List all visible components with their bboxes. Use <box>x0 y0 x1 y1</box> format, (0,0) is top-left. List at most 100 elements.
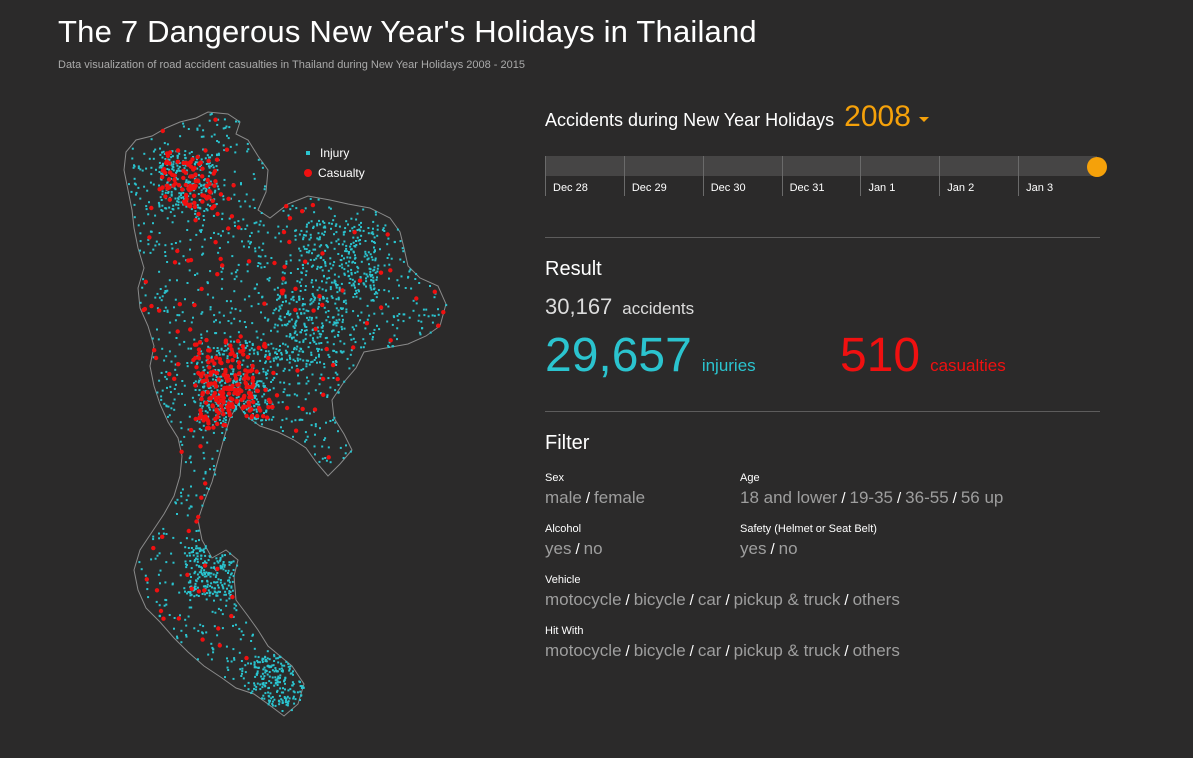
casualty-point <box>158 608 164 614</box>
filter-option[interactable]: 36-55 <box>905 488 949 507</box>
injury-point <box>246 150 249 153</box>
injury-point <box>319 335 322 338</box>
filter-option[interactable]: male <box>545 488 582 507</box>
injury-point <box>376 228 379 231</box>
filter-option[interactable]: motocycle <box>545 641 622 660</box>
injury-point <box>156 391 159 394</box>
injury-point <box>293 348 295 351</box>
filter-option[interactable]: pickup & truck <box>733 641 841 660</box>
timeline-tick[interactable]: Dec 31 <box>781 156 861 196</box>
filter-option[interactable]: others <box>852 641 900 660</box>
injury-point <box>234 623 237 626</box>
injury-point <box>176 154 179 157</box>
injury-point <box>261 423 263 426</box>
injury-point <box>255 408 258 411</box>
injury-point <box>210 582 213 585</box>
injury-point <box>233 317 236 320</box>
casualty-point <box>187 160 192 166</box>
injury-point <box>315 279 317 282</box>
casualty-point <box>218 256 223 262</box>
injury-point <box>157 338 160 341</box>
injury-point <box>217 118 220 121</box>
injury-point <box>276 680 279 683</box>
injury-point <box>190 551 193 554</box>
year-dropdown[interactable]: 2008 <box>844 100 929 134</box>
injury-point <box>211 646 214 649</box>
injury-point <box>178 152 181 155</box>
filter-option[interactable]: others <box>852 590 900 609</box>
injury-point <box>324 264 327 267</box>
injury-point <box>156 328 158 331</box>
injury-point <box>314 248 317 251</box>
filter-option[interactable]: no <box>778 539 798 558</box>
filter-option[interactable]: yes <box>740 539 767 558</box>
injury-point <box>358 290 360 293</box>
filter-option[interactable]: 19-35 <box>849 488 893 507</box>
injury-point <box>166 310 169 313</box>
timeline-tick[interactable]: Jan 2 <box>939 156 1018 196</box>
timeline-tick[interactable]: Jan 3 <box>1018 156 1097 196</box>
injury-point <box>128 183 130 186</box>
injury-point <box>246 365 249 368</box>
injury-point <box>204 472 207 475</box>
casualty-point <box>214 157 220 162</box>
injury-point <box>400 275 403 278</box>
injury-point <box>317 330 320 333</box>
injury-point <box>279 345 281 347</box>
filter-option[interactable]: yes <box>545 539 572 558</box>
injury-point <box>209 237 212 239</box>
filter-option[interactable]: car <box>697 590 722 609</box>
injury-point <box>240 182 242 185</box>
injury-point <box>169 385 172 388</box>
injury-point <box>203 571 206 574</box>
injury-point <box>252 198 255 201</box>
injury-point <box>223 332 226 335</box>
filter-option[interactable]: car <box>697 641 722 660</box>
injury-point <box>191 183 194 186</box>
injury-point <box>272 664 275 667</box>
injury-point <box>318 460 321 463</box>
filter-option[interactable]: 18 and lower <box>740 488 838 507</box>
injury-point <box>221 218 224 221</box>
injury-point <box>166 168 169 170</box>
injury-point <box>260 212 263 214</box>
injury-point <box>258 372 261 375</box>
injury-point <box>200 557 203 560</box>
injury-point <box>279 307 282 310</box>
injury-point <box>213 590 216 593</box>
timeline-tick[interactable]: Dec 28 <box>545 156 624 196</box>
injury-point <box>313 445 316 448</box>
injuries-summary: 29,657 injuries <box>545 328 756 383</box>
injury-point <box>305 359 308 362</box>
injury-point <box>372 284 375 287</box>
thailand-map[interactable] <box>108 100 453 740</box>
injury-point <box>226 357 229 360</box>
filter-option[interactable]: 56 up <box>960 488 1004 507</box>
filter-option[interactable]: female <box>594 488 646 507</box>
injury-point <box>200 158 203 161</box>
timeline-tick[interactable]: Dec 29 <box>623 156 703 196</box>
injury-point <box>368 263 370 266</box>
filter-option[interactable]: motocycle <box>545 590 622 609</box>
timeline-slider[interactable]: Dec 28 Dec 29 Dec 30 Dec 31 Jan 1 Jan 2 Jan 3 <box>545 156 1107 198</box>
timeline-handle[interactable] <box>1087 157 1107 177</box>
filter-option[interactable]: pickup & truck <box>733 590 841 609</box>
injury-point <box>419 333 422 336</box>
injury-point <box>299 690 302 693</box>
injury-point <box>187 494 190 497</box>
injury-point <box>363 255 366 258</box>
timeline-tick[interactable]: Jan 1 <box>860 156 939 196</box>
injury-point <box>290 709 293 712</box>
filter-option[interactable]: bicycle <box>633 641 686 660</box>
injury-point <box>366 258 369 261</box>
casualty-point <box>321 392 326 397</box>
injury-point <box>158 243 161 246</box>
filter-option[interactable]: bicycle <box>633 590 686 609</box>
filter-option[interactable]: no <box>583 539 603 558</box>
injury-point <box>187 428 190 431</box>
timeline-track[interactable] <box>545 156 1097 176</box>
injury-point <box>281 664 284 667</box>
timeline-tick[interactable]: Dec 30 <box>702 156 782 196</box>
injury-point <box>202 625 205 628</box>
map-canvas[interactable] <box>108 100 453 740</box>
